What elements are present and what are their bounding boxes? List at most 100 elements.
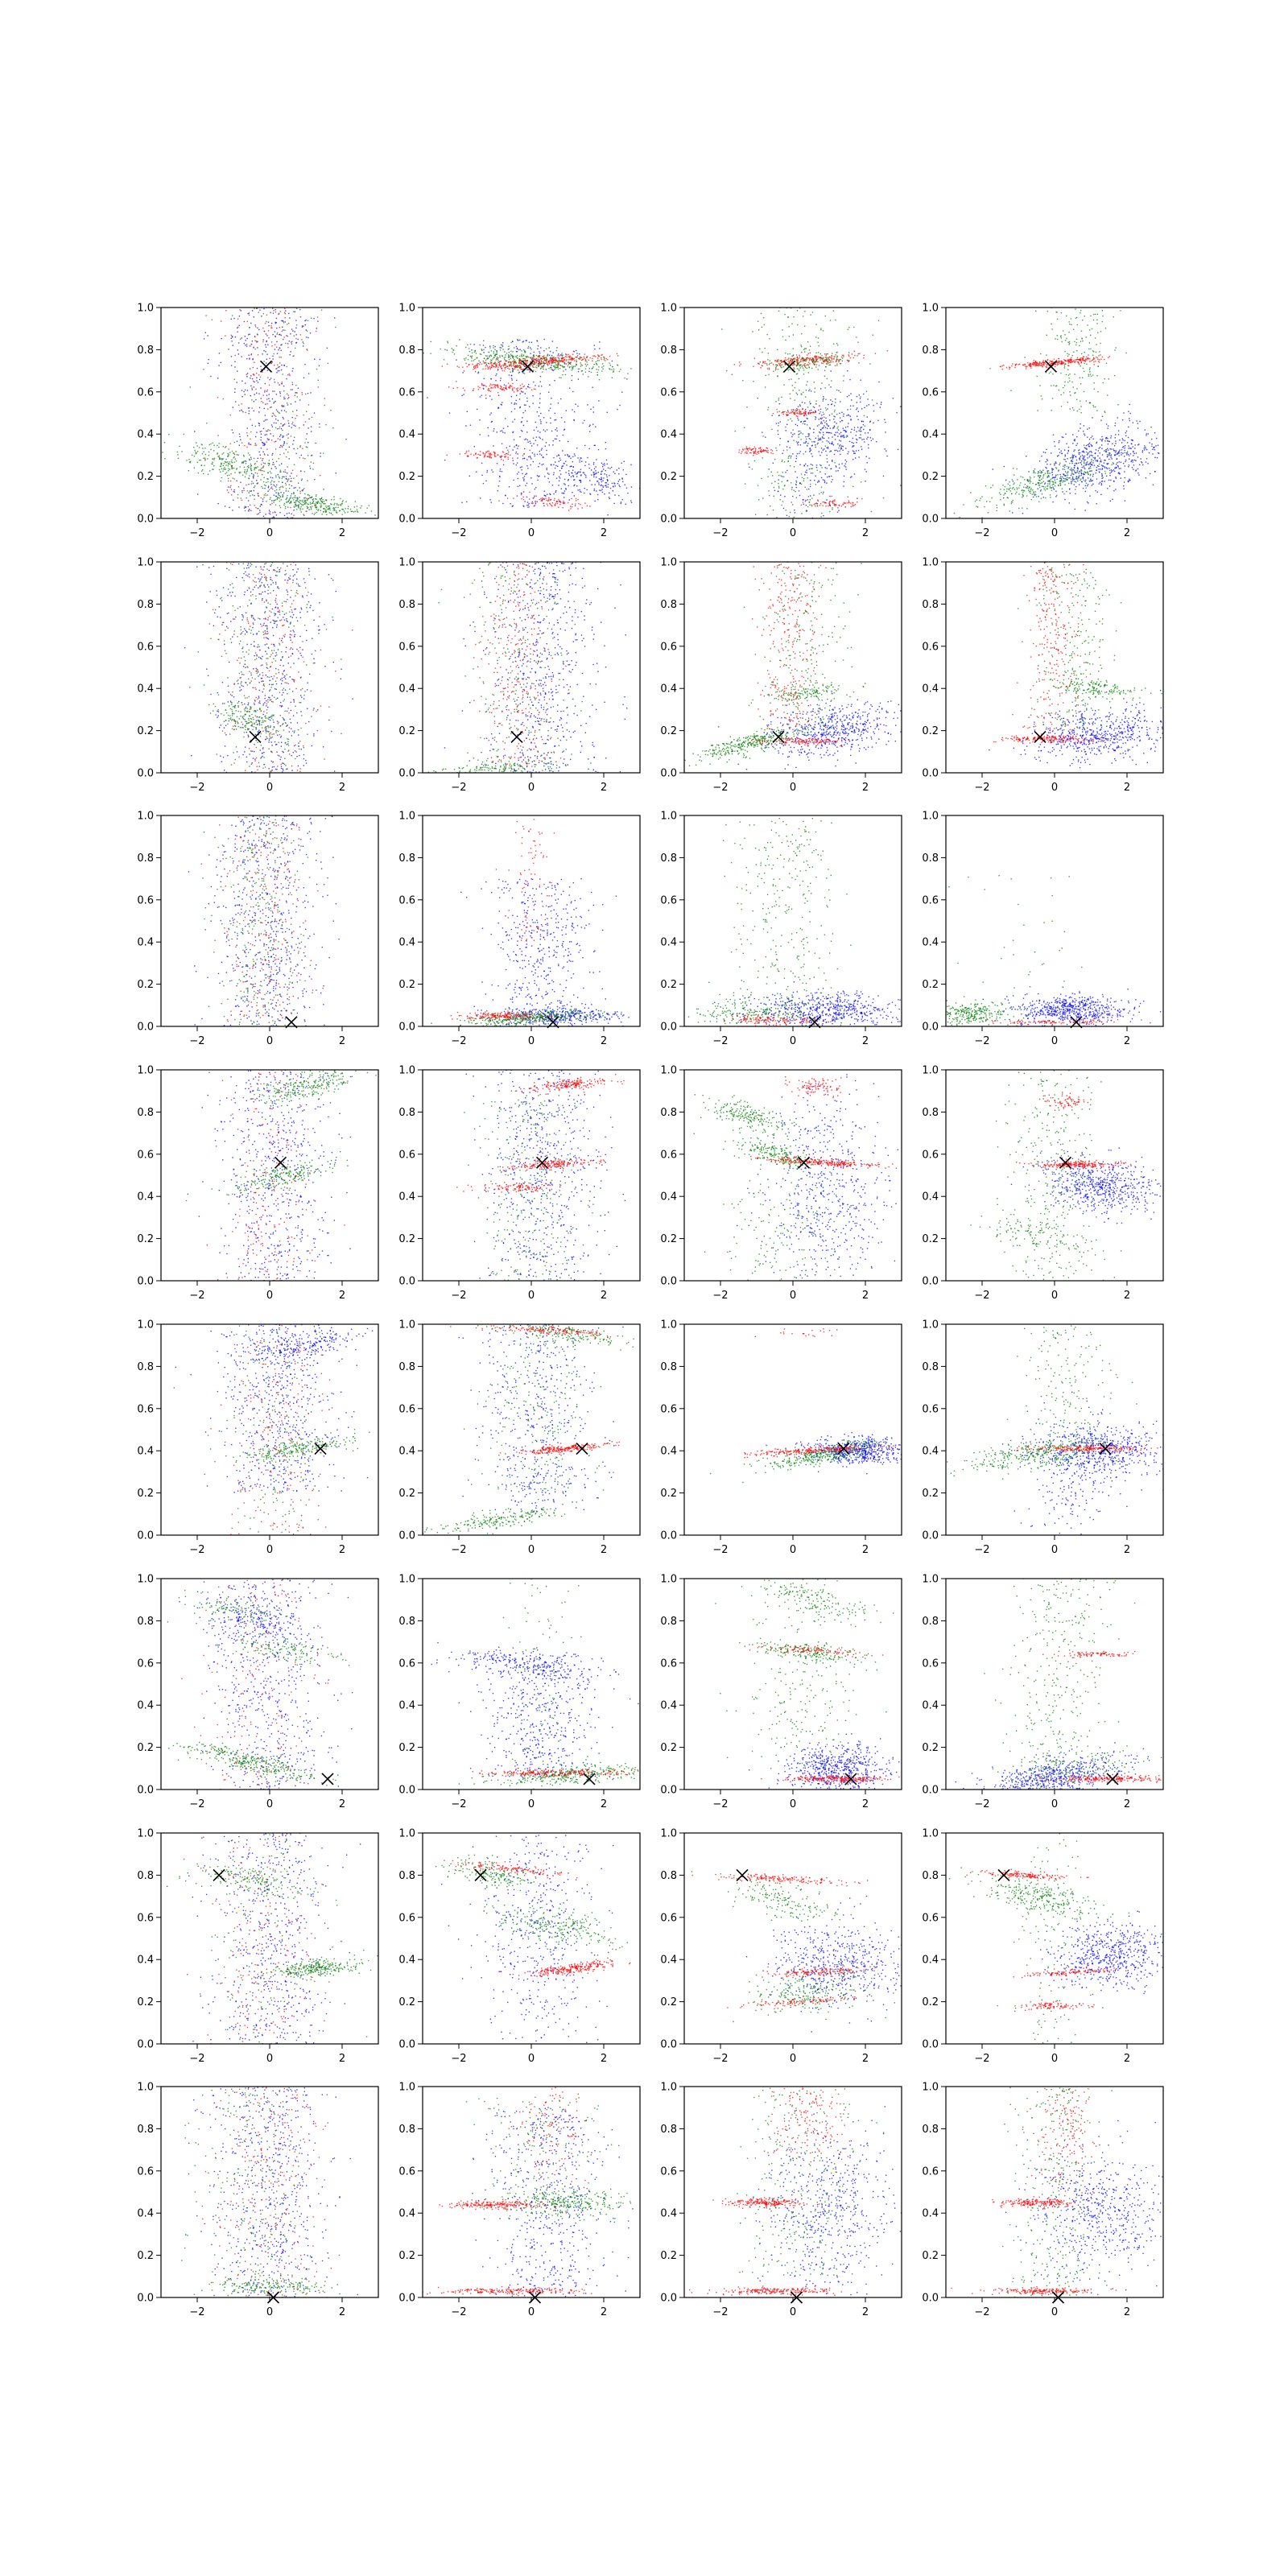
scatter-point bbox=[789, 447, 791, 448]
scatter-point bbox=[569, 362, 571, 364]
scatter-point bbox=[226, 489, 228, 491]
scatter-point bbox=[260, 457, 262, 459]
scatter-point bbox=[558, 353, 559, 355]
scatter-point bbox=[510, 364, 511, 365]
scatter-point bbox=[753, 460, 756, 462]
scatter-point bbox=[799, 411, 802, 413]
scatter-point bbox=[824, 502, 826, 504]
scatter-point bbox=[1089, 463, 1091, 464]
scatter-point bbox=[289, 317, 291, 319]
scatter-point bbox=[553, 361, 555, 363]
scatter-point bbox=[278, 313, 279, 316]
scatter-point bbox=[598, 355, 600, 357]
scatter-point bbox=[229, 452, 231, 453]
scatter-point bbox=[500, 403, 502, 406]
scatter-point bbox=[579, 479, 580, 481]
scatter-point bbox=[256, 480, 258, 481]
scatter-point bbox=[473, 366, 475, 369]
scatter-point bbox=[562, 374, 564, 376]
scatter-point bbox=[625, 503, 626, 505]
scatter-point bbox=[464, 359, 466, 361]
scatter-point bbox=[782, 365, 784, 368]
scatter-point bbox=[303, 514, 305, 516]
scatter-point bbox=[262, 501, 264, 502]
scatter-point bbox=[519, 485, 521, 486]
scatter-point bbox=[836, 343, 838, 345]
scatter-point bbox=[300, 506, 302, 508]
scatter-point bbox=[786, 423, 788, 425]
scatter-point bbox=[753, 448, 755, 450]
scatter-point bbox=[279, 487, 281, 489]
scatter-point bbox=[804, 471, 807, 473]
scatter-point bbox=[830, 361, 832, 363]
scatter-point bbox=[856, 438, 857, 440]
scatter-point bbox=[224, 466, 225, 469]
scatter-point bbox=[614, 483, 616, 485]
scatter-point bbox=[339, 510, 341, 512]
scatter-point bbox=[316, 502, 318, 505]
scatter-point bbox=[286, 335, 287, 336]
scatter-point bbox=[811, 444, 813, 446]
scatter-point bbox=[788, 516, 791, 518]
scatter-point bbox=[241, 356, 242, 357]
scatter-point bbox=[1098, 483, 1100, 485]
scatter-point bbox=[475, 453, 477, 455]
scatter-point bbox=[323, 510, 324, 513]
scatter-point bbox=[837, 470, 839, 472]
scatter-point bbox=[763, 324, 765, 326]
scatter-point bbox=[228, 470, 229, 472]
scatter-point bbox=[850, 502, 852, 504]
scatter-point bbox=[859, 353, 861, 354]
scatter-point bbox=[507, 456, 509, 458]
scatter-point bbox=[231, 429, 233, 431]
scatter-point bbox=[320, 506, 322, 508]
scatter-point bbox=[830, 386, 832, 388]
scatter-point bbox=[551, 359, 553, 361]
scatter-point bbox=[229, 486, 231, 489]
scatter-point bbox=[521, 355, 522, 357]
scatter-point bbox=[540, 449, 543, 451]
y-tick-label: 0.0 bbox=[398, 514, 415, 526]
scatter-point bbox=[248, 442, 250, 444]
scatter-point bbox=[452, 349, 454, 351]
scatter-point bbox=[229, 469, 231, 470]
scatter-point bbox=[207, 335, 208, 336]
scatter-point bbox=[295, 509, 298, 510]
scatter-point bbox=[1065, 460, 1067, 463]
scatter-point bbox=[844, 502, 845, 504]
scatter-point bbox=[511, 379, 513, 381]
scatter-point bbox=[507, 449, 509, 451]
scatter-point bbox=[858, 430, 860, 431]
scatter-point bbox=[490, 350, 493, 352]
scatter-point bbox=[1110, 456, 1112, 458]
scatter-point bbox=[747, 450, 749, 452]
scatter-point bbox=[508, 358, 510, 361]
scatter-point bbox=[548, 497, 550, 499]
scatter-point bbox=[499, 388, 501, 390]
scatter-point bbox=[360, 507, 361, 509]
scatter-point bbox=[230, 334, 232, 336]
scatter-point bbox=[842, 504, 844, 506]
scatter-point bbox=[332, 427, 334, 429]
scatter-point bbox=[504, 351, 506, 353]
scatter-point bbox=[535, 370, 537, 373]
scatter-point bbox=[568, 485, 569, 487]
scatter-point bbox=[250, 466, 252, 468]
scatter-point bbox=[1106, 440, 1108, 442]
scatter-point bbox=[284, 398, 286, 399]
scatter-point bbox=[582, 358, 584, 360]
scatter-point bbox=[778, 402, 780, 405]
scatter-point bbox=[275, 492, 277, 493]
scatter-point bbox=[202, 469, 204, 471]
scatter-point bbox=[263, 308, 265, 310]
scatter-point bbox=[856, 408, 857, 411]
scatter-point bbox=[572, 365, 575, 367]
scatter-point bbox=[822, 449, 824, 451]
scatter-point bbox=[797, 359, 799, 361]
scatter-point bbox=[282, 425, 283, 427]
scatter-point bbox=[786, 469, 788, 472]
scatter-point bbox=[758, 363, 760, 365]
scatter-point bbox=[502, 388, 503, 390]
scatter-point bbox=[540, 500, 542, 502]
scatter-point bbox=[546, 422, 547, 423]
